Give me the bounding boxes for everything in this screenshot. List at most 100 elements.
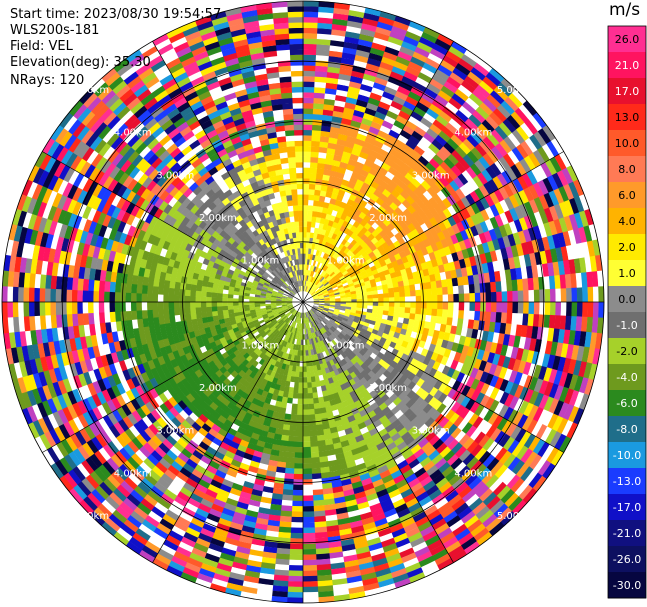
velocity-cell: [394, 253, 402, 261]
velocity-cell: [437, 33, 455, 47]
velocity-cell: [363, 321, 370, 328]
velocity-cell: [297, 404, 303, 410]
velocity-cell: [312, 305, 319, 309]
velocity-cell: [461, 489, 476, 504]
velocity-cell: [366, 287, 373, 293]
velocity-cell: [338, 73, 352, 82]
velocity-cell: [455, 109, 470, 123]
velocity-cell: [506, 280, 513, 292]
velocity-cell: [494, 322, 501, 334]
velocity-cell: [217, 464, 229, 474]
velocity-cell: [275, 422, 284, 430]
velocity-cell: [514, 481, 529, 497]
velocity-cell: [102, 477, 117, 493]
velocity-cell: [406, 272, 414, 280]
velocity-cell: [337, 236, 345, 244]
velocity-cell: [375, 423, 386, 433]
velocity-cell: [429, 274, 436, 283]
velocity-cell: [137, 363, 146, 375]
velocity-cell: [297, 398, 303, 405]
velocity-cell: [445, 122, 459, 135]
velocity-cell: [219, 336, 227, 344]
velocity-cell: [368, 275, 375, 281]
velocity-cell: [157, 497, 172, 510]
velocity-cell: [326, 77, 339, 85]
velocity-cell: [454, 404, 466, 417]
velocity-cell: [513, 219, 524, 233]
velocity-cell: [382, 188, 392, 198]
velocity-cell: [254, 422, 264, 430]
velocity-cell: [410, 331, 418, 339]
velocity-cell: [334, 397, 342, 405]
velocity-cell: [82, 371, 93, 385]
velocity-cell: [334, 307, 341, 310]
velocity-cell: [332, 18, 349, 27]
velocity-cell: [431, 302, 438, 310]
velocity-cell: [293, 468, 303, 475]
velocity-cell: [250, 336, 258, 343]
velocity-cell: [241, 342, 249, 350]
velocity-cell: [452, 67, 468, 81]
velocity-cell: [308, 403, 315, 410]
velocity-cell: [288, 386, 294, 394]
velocity-cell: [294, 305, 299, 310]
velocity-cell: [162, 453, 175, 466]
velocity-cell: [420, 500, 435, 512]
velocity-cell: [134, 527, 151, 542]
velocity-cell: [381, 503, 395, 514]
velocity-cell: [305, 269, 309, 276]
velocity-cell: [292, 303, 298, 306]
velocity-cell: [327, 348, 333, 355]
velocity-cell: [523, 337, 532, 351]
velocity-cell: [346, 397, 355, 406]
velocity-cell: [381, 264, 389, 272]
velocity-cell: [436, 403, 447, 415]
velocity-cell: [555, 288, 562, 303]
velocity-cell: [324, 304, 330, 307]
velocity-cell: [383, 547, 400, 558]
velocity-cell: [69, 433, 83, 449]
velocity-cell: [399, 296, 406, 303]
velocity-cell: [318, 200, 325, 208]
velocity-cell: [106, 474, 121, 489]
velocity-cell: [226, 348, 234, 356]
velocity-cell: [392, 573, 409, 584]
velocity-cell: [188, 473, 201, 484]
velocity-cell: [332, 324, 338, 330]
velocity-cell: [19, 330, 27, 347]
velocity-cell: [340, 417, 350, 425]
velocity-cell: [285, 330, 290, 337]
velocity-cell: [398, 333, 406, 341]
velocity-cell: [420, 334, 428, 343]
velocity-cell: [374, 111, 387, 121]
velocity-cell: [450, 234, 459, 245]
velocity-cell: [313, 194, 321, 202]
velocity-cell: [463, 336, 472, 347]
velocity-cell: [172, 550, 190, 563]
velocity-cell: [378, 415, 389, 425]
velocity-cell: [379, 275, 387, 282]
velocity-cell: [253, 331, 260, 337]
velocity-cell: [376, 464, 389, 475]
velocity-cell: [21, 407, 33, 425]
velocity-cell: [133, 506, 149, 520]
velocity-cell: [491, 146, 504, 161]
velocity-cell: [367, 298, 374, 303]
velocity-cell: [412, 271, 419, 279]
velocity-cell: [319, 285, 325, 290]
velocity-cell: [384, 410, 395, 420]
velocity-cell: [318, 341, 323, 348]
velocity-cell: [342, 328, 349, 334]
velocity-cell: [326, 236, 332, 244]
velocity-cell: [52, 410, 64, 427]
velocity-cell: [305, 253, 309, 260]
velocity-cell: [260, 323, 267, 329]
velocity-cell: [388, 297, 395, 303]
velocity-cell: [292, 392, 299, 399]
velocity-cell: [317, 268, 322, 275]
velocity-cell: [248, 357, 256, 365]
velocity-cell: [340, 156, 350, 165]
velocity-cell: [315, 558, 331, 566]
velocity-cell: [279, 440, 289, 447]
velocity-cell: [338, 340, 345, 347]
